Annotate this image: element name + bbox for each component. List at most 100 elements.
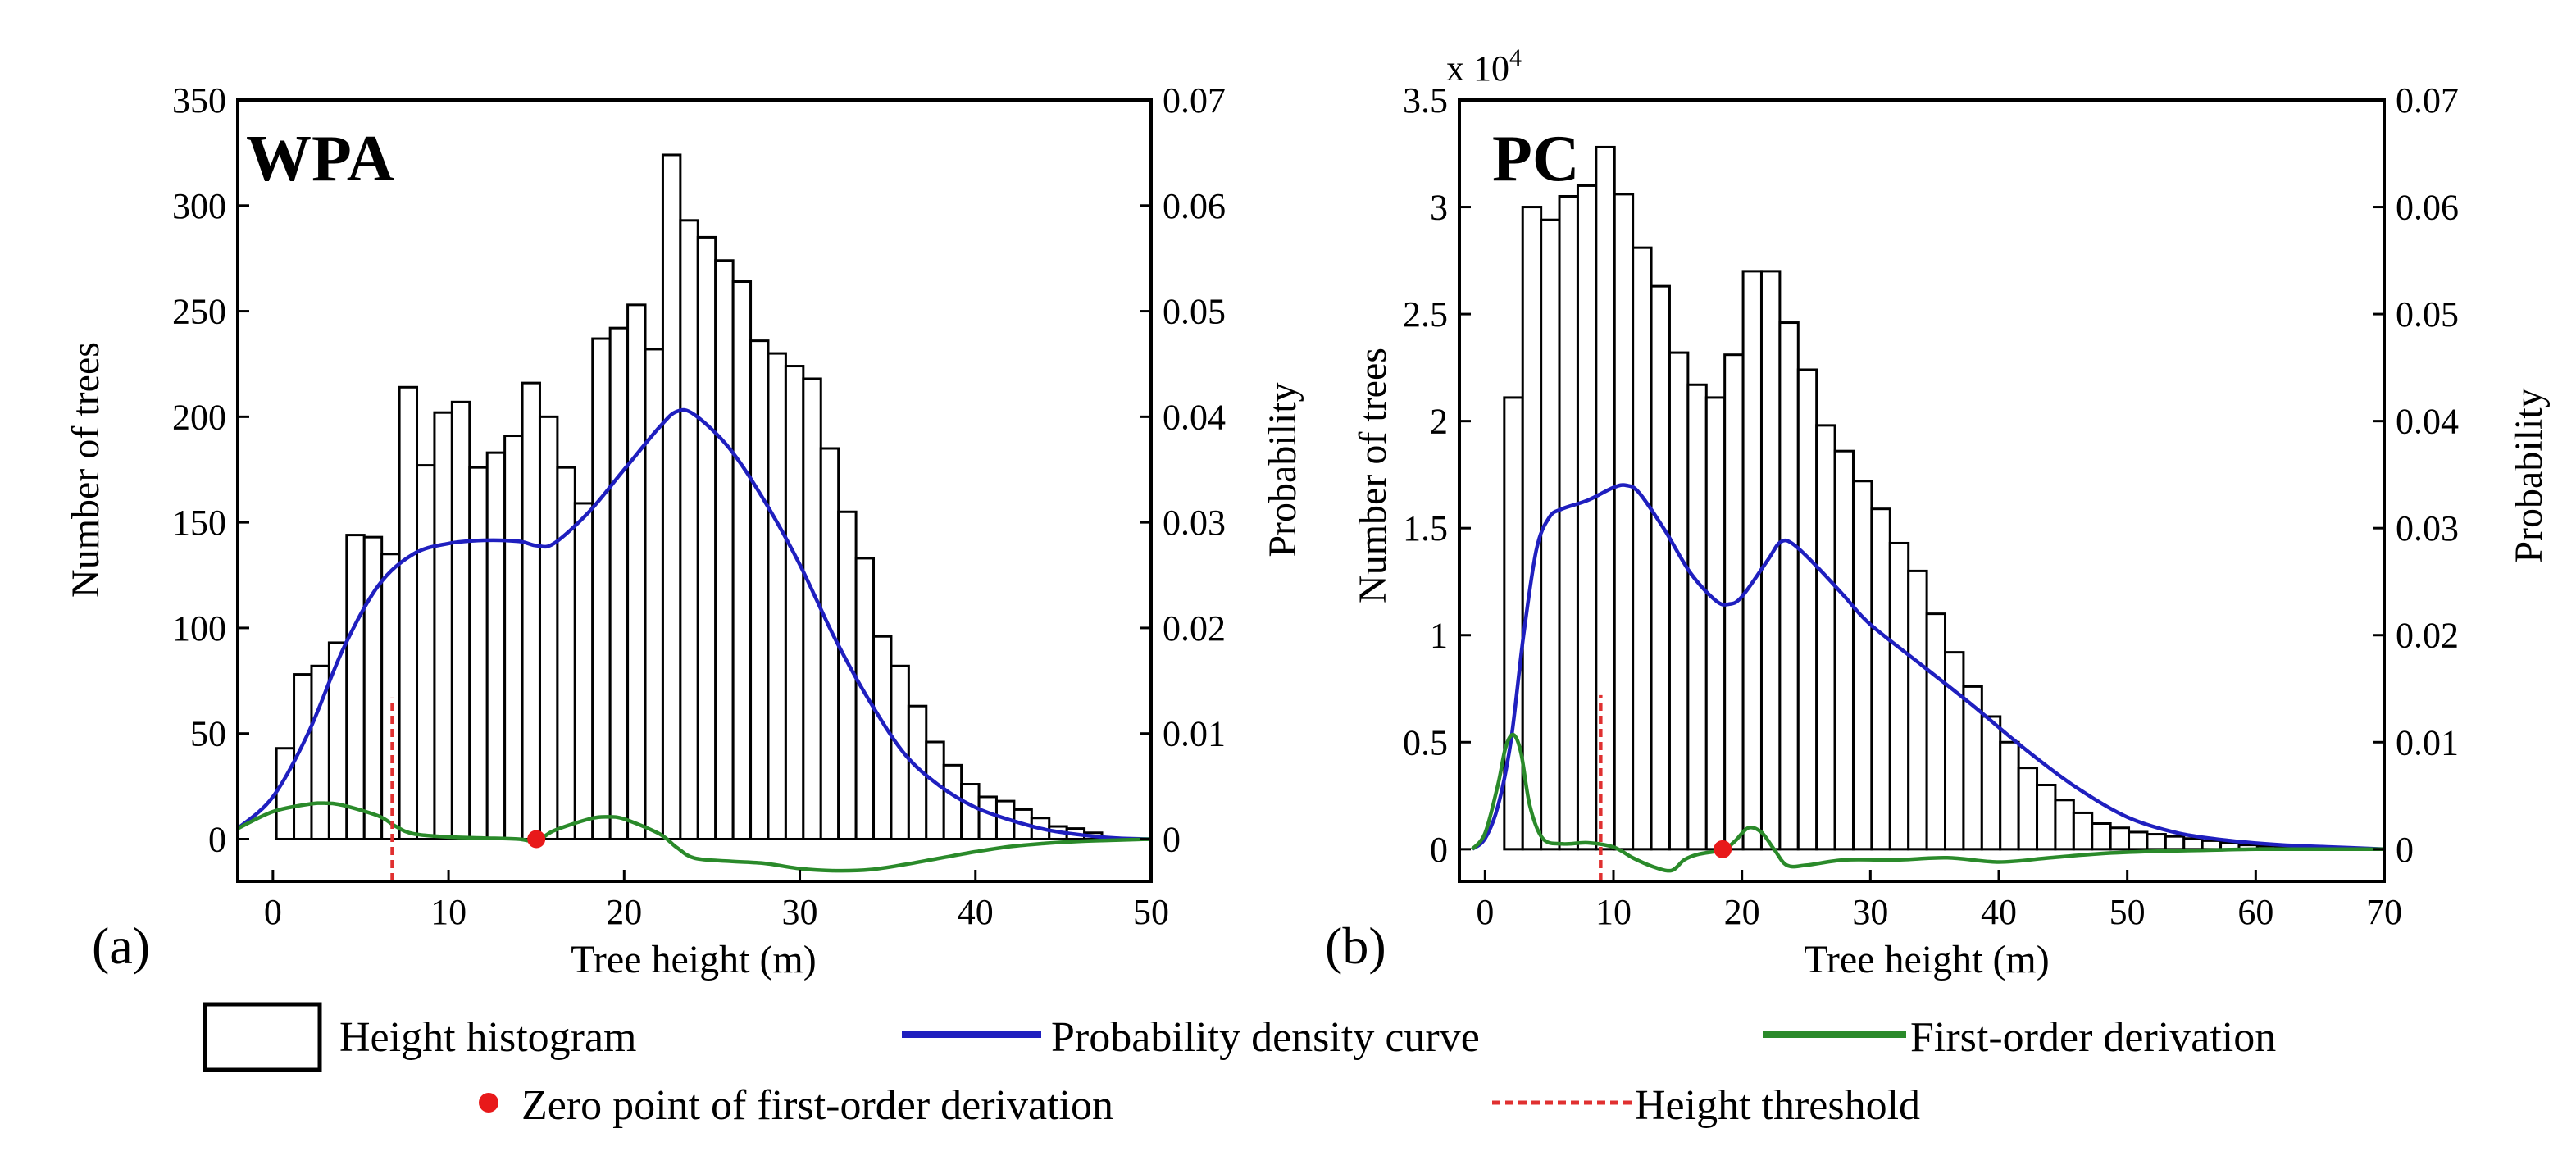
legend-histogram-label: Height histogram xyxy=(339,1014,637,1061)
panel-b-ytick-label: 1 xyxy=(1430,616,1448,656)
panel-a-bar xyxy=(416,464,436,840)
panel-a-xtick-label: 40 xyxy=(958,892,994,932)
panel-a-bar xyxy=(591,337,612,840)
panel-a: 0 10 20 30 40 50 0 50 100 150 200 250 300 350 0 0.01 0.0… xyxy=(64,80,1304,981)
panel-b-bar xyxy=(1852,480,1873,851)
panel-a-derivative-curve xyxy=(237,801,1152,873)
panel-b-xlabel: Tree height (m) xyxy=(1804,938,2050,981)
panel-b-bar xyxy=(2201,839,2223,851)
panel-b-bar xyxy=(2017,767,2039,851)
panel-a-bar xyxy=(538,415,559,840)
panel-a-bar xyxy=(679,219,699,840)
panel-b-y2label: Probability xyxy=(2507,388,2551,562)
panel-a-bar xyxy=(450,400,471,840)
panel-b-title: PC xyxy=(1492,123,1580,195)
panel-a-y2tick-label: 0.02 xyxy=(1163,608,1226,648)
panel-a-bar xyxy=(275,747,296,840)
panel-b-ytick-label: 1.5 xyxy=(1403,508,1448,548)
panel-b-bar xyxy=(2054,799,2075,851)
panel-a-bar xyxy=(573,502,594,840)
panel-a-ytick-label: 150 xyxy=(172,503,226,543)
panel-b-bar xyxy=(1521,206,1543,851)
panel-a-ytick-label: 200 xyxy=(172,397,226,437)
panel-a-xtick-label: 30 xyxy=(782,892,818,932)
panel-b-xtick-label: 0 xyxy=(1476,892,1494,932)
panel-b-letter: (b) xyxy=(1325,917,1386,975)
panel-a-bar xyxy=(433,411,453,840)
panel-a-y2tick-label: 0.06 xyxy=(1163,186,1226,226)
panel-a-zero-point xyxy=(527,830,546,849)
panel-b-xtick-label: 10 xyxy=(1595,892,1632,932)
panel-b-xtick-label: 20 xyxy=(1724,892,1760,932)
panel-b-ytick-label: 0 xyxy=(1430,830,1448,870)
panel-a-axes: 0 10 20 30 40 50 0 50 100 150 200 250 300 350 0 0.01 0.0… xyxy=(172,80,1226,932)
panel-b-bar xyxy=(1704,396,1727,851)
panel-b-ytick-label: 0.5 xyxy=(1403,722,1448,762)
panel-b-ytick-label: 3.5 xyxy=(1403,80,1448,121)
panel-a-y2tick-label: 0.04 xyxy=(1163,397,1226,437)
panel-a-bar xyxy=(468,466,489,840)
panel-a-ytick-label: 250 xyxy=(172,292,226,332)
panel-b-bar xyxy=(1888,541,1910,851)
panel-b-bar xyxy=(1796,368,1818,851)
panel-b-ytick-label: 2.5 xyxy=(1403,294,1448,334)
panel-a-xtick-label: 50 xyxy=(1133,892,1169,932)
panel-a-bar xyxy=(890,664,910,840)
panel-a-xtick-label: 20 xyxy=(606,892,642,932)
panel-a-y2tick-label: 0.07 xyxy=(1163,80,1226,121)
panel-b-bar xyxy=(1833,449,1855,851)
panel-a-bar xyxy=(942,763,963,840)
panel-b-ytick-label: 3 xyxy=(1430,188,1448,228)
legend-threshold-label: Height threshold xyxy=(1635,1082,1920,1129)
panel-a-ytick-label: 350 xyxy=(172,80,226,121)
panel-b-pdf-curve xyxy=(1471,483,2385,852)
panel-b-xtick-label: 40 xyxy=(1981,892,2017,932)
panel-a-xtick-label: 10 xyxy=(430,892,467,932)
panel-a-y2tick-label: 0.05 xyxy=(1163,292,1226,332)
legend-histogram-swatch xyxy=(203,1002,322,1072)
panel-a-ylabel: Number of trees xyxy=(64,342,107,598)
panel-b-bar xyxy=(1925,612,1947,851)
panel-b-y2tick-label: 0 xyxy=(2396,830,2414,870)
panel-b-bar xyxy=(1503,396,1524,851)
panel-a-bar xyxy=(521,381,541,840)
panel-b-xtick-label: 70 xyxy=(2366,892,2402,932)
panel-b-y-multiplier: x 104 xyxy=(1446,44,1522,89)
panel-b-y2tick-label: 0.07 xyxy=(2396,80,2459,121)
panel-a-bar xyxy=(626,303,647,840)
panel-b-bar xyxy=(1632,246,1653,851)
panel-a-xlabel: Tree height (m) xyxy=(571,938,817,981)
panel-b-bar xyxy=(2128,830,2149,851)
panel-b-bar xyxy=(1778,321,1800,851)
panel-a-bar xyxy=(802,377,822,840)
panel-a-bar xyxy=(872,635,893,840)
panel-b-y2tick-label: 0.04 xyxy=(2396,402,2459,442)
panel-a-bar xyxy=(767,352,787,840)
panel-b-xtick-label: 50 xyxy=(2109,892,2146,932)
panel-b-y2tick-label: 0.03 xyxy=(2396,508,2459,548)
panel-a-y2tick-label: 0.01 xyxy=(1163,714,1226,754)
panel-a-bars xyxy=(275,153,1104,840)
panel-b-ytick-label: 2 xyxy=(1430,402,1448,442)
legend-zero-marker xyxy=(479,1093,498,1113)
panel-a-bar xyxy=(556,466,576,840)
panel-b: 0 10 20 30 40 50 60 70 0 0.5 1 1.5 2 2.5 3 3.5 0 0.01 0.02… xyxy=(1325,44,2551,981)
panel-a-bar xyxy=(731,280,753,840)
panel-b-bar xyxy=(1759,270,1782,851)
panel-b-bar xyxy=(1815,424,1836,851)
panel-b-bar xyxy=(2109,826,2131,851)
panel-b-bar xyxy=(1907,569,1928,851)
panel-a-bar xyxy=(784,365,805,840)
panel-a-ytick-label: 0 xyxy=(208,819,226,859)
panel-b-bar xyxy=(1613,193,1635,851)
panel-a-bar xyxy=(925,740,945,840)
panel-b-bar xyxy=(2146,833,2167,851)
panel-b-bar xyxy=(2164,835,2186,851)
panel-b-xtick-label: 60 xyxy=(2237,892,2273,932)
panel-a-bar xyxy=(661,153,682,840)
panel-b-bar xyxy=(2072,811,2094,851)
panel-b-y2tick-label: 0.01 xyxy=(2396,722,2459,762)
panel-b-bar xyxy=(1558,194,1579,851)
panel-b-axes: 0 10 20 30 40 50 60 70 0 0.5 1 1.5 2 2.5 3 3.5 0 0.01 0.02… xyxy=(1403,80,2459,932)
